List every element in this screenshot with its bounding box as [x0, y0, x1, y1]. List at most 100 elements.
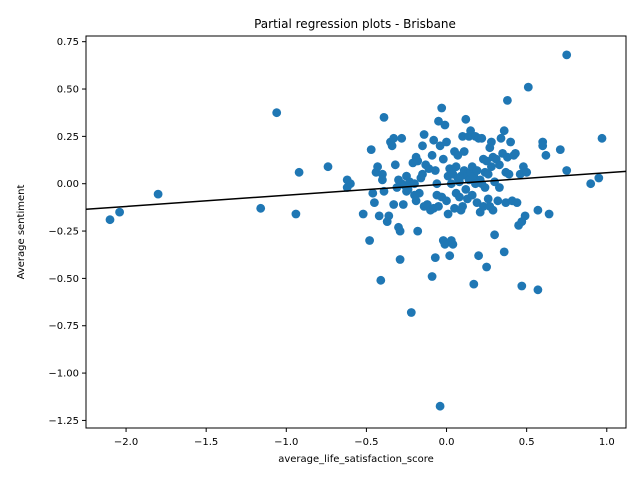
data-point: [482, 262, 491, 272]
data-point: [453, 150, 463, 160]
data-point: [504, 169, 514, 179]
data-point: [445, 251, 455, 261]
data-point: [294, 167, 304, 177]
data-point: [430, 166, 440, 175]
data-point: [472, 198, 482, 208]
x-tick-label: −1.0: [274, 437, 298, 448]
x-tick-label: −1.5: [194, 437, 218, 448]
data-point: [533, 205, 543, 215]
fit-line-group: [86, 170, 626, 211]
data-point: [429, 135, 439, 145]
data-point: [414, 188, 424, 198]
x-tick-label: −0.5: [354, 437, 378, 448]
data-point: [105, 215, 115, 225]
data-point: [597, 133, 607, 143]
data-point: [541, 150, 551, 160]
data-point: [272, 108, 282, 118]
data-point: [389, 200, 399, 209]
y-axis-label: Average sentiment: [16, 185, 27, 280]
x-axis-label: average_life_satisfaction_score: [278, 454, 434, 465]
data-point: [378, 175, 387, 185]
data-point: [115, 207, 124, 217]
x-tick-label: 1.0: [599, 437, 615, 448]
data-point: [370, 198, 379, 208]
y-tick-label: 0.50: [57, 85, 79, 96]
data-point: [451, 162, 461, 172]
data-point: [442, 196, 451, 206]
data-point: [459, 147, 469, 156]
data-point: [390, 160, 400, 170]
data-point: [342, 183, 352, 192]
data-point: [523, 82, 533, 92]
data-point: [153, 189, 163, 199]
data-point: [418, 141, 427, 151]
data-point: [398, 200, 408, 209]
data-point: [373, 162, 382, 172]
data-point: [455, 192, 464, 202]
data-point: [522, 167, 532, 177]
data-point: [499, 247, 509, 257]
data-point: [430, 253, 440, 262]
data-point: [434, 116, 443, 126]
data-point: [512, 198, 522, 208]
data-point: [544, 209, 554, 219]
data-point: [374, 211, 384, 221]
data-point: [474, 251, 483, 261]
data-point: [376, 275, 386, 285]
data-point: [467, 190, 477, 200]
data-point: [461, 185, 471, 194]
data-point: [256, 203, 266, 213]
data-point: [395, 255, 405, 264]
y-axis: 0.75 0.50 0.25 0.00 −0.25 −0.50 −0.75 −1.00 −1.2…: [48, 37, 86, 427]
data-point: [555, 145, 565, 155]
data-point: [487, 162, 496, 172]
x-tick-label: −2.0: [114, 437, 138, 448]
data-point: [387, 141, 397, 151]
data-point: [458, 202, 467, 211]
data-point: [461, 114, 471, 124]
data-point: [538, 141, 548, 151]
data-point: [469, 279, 479, 289]
data-point: [384, 211, 394, 221]
data-point: [448, 239, 458, 249]
data-point: [499, 126, 509, 136]
data-point: [483, 194, 493, 204]
data-point: [477, 133, 487, 143]
data-point: [406, 308, 416, 317]
data-point: [472, 166, 482, 175]
plot-area-frame: [85, 35, 627, 429]
data-point: [427, 272, 437, 281]
data-point: [440, 120, 450, 130]
y-tick-label: −0.25: [48, 227, 79, 238]
data-point: [435, 401, 445, 411]
data-point: [419, 130, 429, 139]
data-point: [495, 160, 504, 170]
data-point: [395, 226, 405, 236]
y-tick-label: 0.75: [57, 37, 79, 48]
data-point: [442, 137, 451, 147]
data-point: [562, 166, 572, 175]
chart-title: Partial regression plots - Brisbane: [254, 17, 456, 31]
data-point: [495, 183, 504, 192]
y-tick-label: 0.00: [57, 179, 79, 190]
data-point: [379, 113, 389, 122]
data-point: [520, 211, 530, 221]
data-point: [443, 209, 453, 219]
y-tick-label: −0.50: [48, 274, 79, 285]
data-point: [479, 202, 488, 211]
regression-line: [86, 170, 626, 211]
data-point: [483, 169, 493, 179]
data-point: [434, 202, 443, 211]
data-point: [427, 150, 437, 160]
data-point: [435, 141, 445, 151]
data-point: [365, 236, 374, 245]
data-point: [562, 50, 572, 60]
y-tick-label: −1.00: [48, 369, 79, 380]
data-point: [496, 133, 506, 143]
data-point: [413, 156, 423, 166]
data-point: [437, 103, 447, 113]
data-point: [517, 281, 527, 291]
x-tick-label: 0.5: [519, 437, 535, 448]
